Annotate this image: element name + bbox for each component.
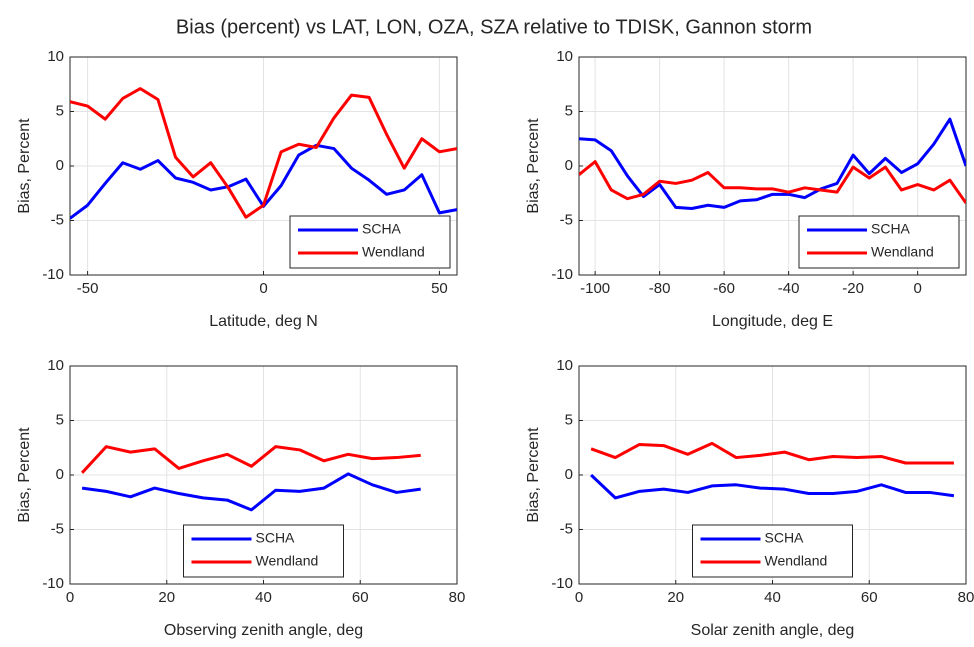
- legend: SCHA Wendland: [692, 524, 853, 578]
- y-tick-label: 0: [565, 157, 573, 174]
- subplot: -10 -5 0 5 10 0 20 40 60 80 Solar zenith angle, de…: [525, 357, 974, 639]
- x-tick-label: 40: [255, 589, 272, 606]
- x-tick-label: 80: [449, 589, 466, 606]
- series-line: [579, 160, 966, 204]
- x-axis-label: Observing zenith angle, deg: [164, 622, 363, 639]
- y-axis-label: Bias, Percent: [525, 427, 542, 523]
- series-line: [81, 472, 421, 512]
- y-tick-label: 5: [565, 411, 573, 428]
- y-axis-label: Bias, Percent: [525, 118, 542, 214]
- x-tick-label: -40: [778, 280, 800, 297]
- y-tick-label: -5: [560, 520, 573, 537]
- figure-title: Bias (percent) vs LAT, LON, OZA, SZA rel…: [176, 16, 812, 38]
- y-tick-label: -5: [51, 211, 64, 228]
- axes-box: [69, 365, 458, 585]
- y-tick-label: 0: [56, 157, 64, 174]
- x-axis-label: Solar zenith angle, deg: [691, 622, 855, 639]
- legend-label: Wendland: [362, 244, 425, 260]
- legend: SCHA Wendland: [798, 215, 960, 269]
- subplot: -10 -5 0 5 10 -100 -80 -60 -40 -20 0 Longitude, deg…: [525, 48, 967, 330]
- series-line: [80, 445, 421, 474]
- subplot: -10 -5 0 5 10 0 20 40 60 80 Observing zenith angle…: [16, 357, 465, 639]
- y-tick-label: -10: [42, 575, 64, 592]
- y-tick-label: -5: [51, 520, 64, 537]
- x-tick-label: 20: [667, 589, 684, 606]
- legend-label: SCHA: [765, 530, 805, 546]
- y-tick-label: 5: [56, 411, 64, 428]
- legend-label: SCHA: [256, 530, 296, 546]
- series-line: [590, 441, 954, 465]
- x-tick-label: 60: [861, 589, 878, 606]
- x-tick-label: 0: [575, 589, 583, 606]
- x-axis-label: Latitude, deg N: [209, 313, 318, 330]
- y-tick-label: 0: [565, 466, 573, 483]
- y-tick-label: -10: [551, 266, 573, 283]
- legend-box: [183, 524, 344, 578]
- x-axis-label: Longitude, deg E: [712, 313, 833, 330]
- legend: SCHA Wendland: [183, 524, 344, 578]
- y-tick-label: -5: [560, 211, 573, 228]
- x-tick-label: 60: [352, 589, 369, 606]
- series-line: [70, 87, 457, 219]
- y-tick-label: 10: [47, 48, 64, 65]
- legend-box: [692, 524, 853, 578]
- y-tick-label: 0: [56, 466, 64, 483]
- legend-box: [289, 215, 451, 269]
- legend-box: [798, 215, 960, 269]
- x-tick-label: -60: [713, 280, 735, 297]
- y-tick-label: -10: [551, 575, 573, 592]
- x-tick-label: -20: [842, 280, 864, 297]
- y-tick-label: 5: [565, 102, 573, 119]
- series-line: [579, 117, 966, 211]
- y-tick-label: -10: [42, 266, 64, 283]
- x-tick-label: 0: [259, 280, 267, 297]
- x-tick-label: 40: [764, 589, 781, 606]
- legend-label: SCHA: [871, 221, 911, 237]
- legend: SCHA Wendland: [289, 215, 451, 269]
- y-tick-label: 10: [556, 357, 573, 374]
- legend-label: Wendland: [256, 553, 319, 569]
- axes-box: [578, 365, 967, 585]
- y-tick-label: 5: [56, 102, 64, 119]
- y-axis-label: Bias, Percent: [16, 427, 33, 523]
- x-tick-label: 20: [158, 589, 175, 606]
- axes-box: [69, 56, 458, 276]
- x-tick-label: 0: [66, 589, 74, 606]
- y-tick-label: 10: [556, 48, 573, 65]
- y-axis-label: Bias, Percent: [16, 118, 33, 214]
- x-tick-label: -50: [77, 280, 99, 297]
- y-tick-label: 10: [47, 357, 64, 374]
- series-line: [590, 473, 955, 500]
- x-tick-label: 80: [958, 589, 974, 606]
- x-tick-label: -80: [649, 280, 671, 297]
- legend-label: Wendland: [871, 244, 934, 260]
- legend-label: SCHA: [362, 221, 402, 237]
- x-tick-label: 0: [913, 280, 921, 297]
- legend-label: Wendland: [765, 553, 828, 569]
- x-tick-label: -100: [580, 280, 610, 297]
- x-tick-label: 50: [431, 280, 448, 297]
